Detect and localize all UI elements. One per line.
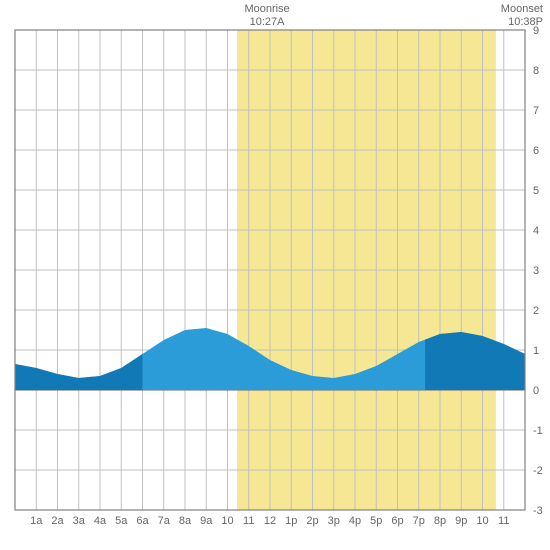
y-axis-label: 5: [533, 185, 539, 197]
x-axis-label: 1p: [285, 515, 297, 527]
y-axis-label: 8: [533, 65, 539, 77]
y-axis-label: 4: [533, 225, 539, 237]
x-axis-label: 6a: [136, 515, 149, 527]
x-axis-label: 9p: [455, 515, 467, 527]
x-axis-label: 4p: [349, 515, 361, 527]
x-axis-label: 9a: [200, 515, 213, 527]
y-axis-label: 2: [533, 305, 539, 317]
y-axis-label: 6: [533, 145, 539, 157]
x-axis-label: 5p: [370, 515, 382, 527]
y-axis-label: 1: [533, 345, 539, 357]
x-axis-label: 8p: [434, 515, 446, 527]
x-axis-label: 7a: [158, 515, 171, 527]
x-axis-label: 1a: [30, 515, 43, 527]
x-axis-label: 10: [221, 515, 233, 527]
y-axis-label: -1: [533, 425, 543, 437]
x-axis-label: 8a: [179, 515, 192, 527]
x-axis-label: 11: [498, 515, 509, 527]
x-axis-label: 6p: [391, 515, 403, 527]
y-axis-label: 7: [533, 105, 539, 117]
x-axis-label: 2a: [51, 515, 64, 527]
y-axis-label: -3: [533, 505, 543, 517]
x-axis-label: 3p: [328, 515, 340, 527]
x-axis-label: 11: [243, 515, 254, 527]
x-axis-label: 2p: [306, 515, 318, 527]
x-axis-label: 5a: [115, 515, 128, 527]
x-axis-label: 7p: [413, 515, 425, 527]
y-axis-label: 3: [533, 265, 539, 277]
y-axis-label: -2: [533, 465, 543, 477]
moonrise-time: 10:27A: [250, 16, 286, 28]
x-axis-label: 10: [476, 515, 488, 527]
x-axis-label: 4a: [94, 515, 107, 527]
moonset-label: Moonset: [501, 3, 543, 15]
x-axis-label: 12: [264, 515, 276, 527]
chart-svg: 1a2a3a4a5a6a7a8a9a1011121p2p3p4p5p6p7p8p…: [0, 0, 550, 550]
tide-chart: 1a2a3a4a5a6a7a8a9a1011121p2p3p4p5p6p7p8p…: [0, 0, 550, 550]
moonset-time: 10:38P: [508, 16, 543, 28]
moonrise-label: Moonrise: [244, 3, 289, 15]
y-axis-label: 0: [533, 385, 539, 397]
x-axis-label: 3a: [73, 515, 86, 527]
